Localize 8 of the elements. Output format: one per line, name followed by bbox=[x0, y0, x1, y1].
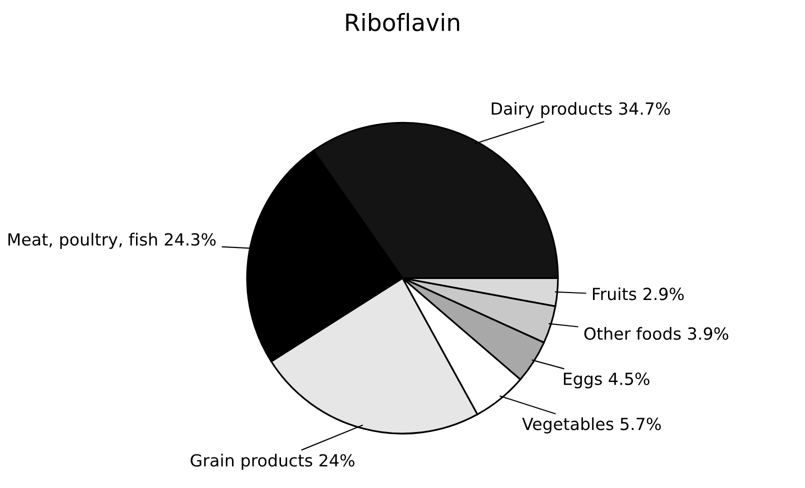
slice-label: Eggs 4.5% bbox=[564, 372, 650, 388]
chart-title: Riboflavin bbox=[346, 12, 460, 32]
slice-label: Vegetables 5.7% bbox=[522, 417, 661, 434]
slice-label: Other foods 3.9% bbox=[584, 326, 728, 340]
slice-label: Meat, poultry, fish 24.3% bbox=[8, 232, 216, 249]
slice-label: Fruits 2.9% bbox=[592, 287, 684, 300]
slice-label: Dairy products 34.7% bbox=[492, 102, 670, 118]
slice-label: Grain products 24% bbox=[190, 454, 354, 470]
